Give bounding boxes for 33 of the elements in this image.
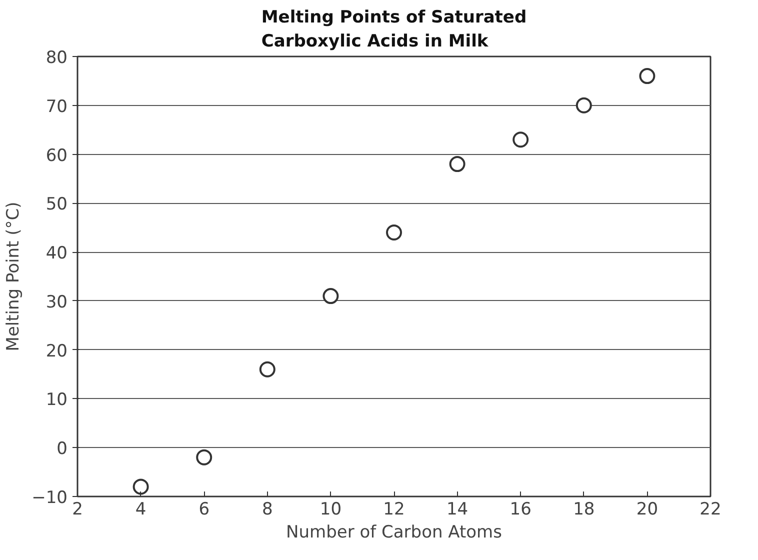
x-tick-label: 10 <box>320 500 342 520</box>
point <box>196 449 212 466</box>
x-tick-label: 18 <box>573 500 595 520</box>
x-tick-label: 6 <box>198 500 210 520</box>
y-tick-label: 40 <box>46 244 68 264</box>
point <box>259 361 276 378</box>
point <box>386 224 402 240</box>
y-tick-label: 10 <box>46 390 68 410</box>
y-tick-label: 80 <box>46 48 68 68</box>
x-tick-label: 16 <box>510 500 532 520</box>
point <box>449 156 466 172</box>
y-tick-label: −10 <box>32 488 68 508</box>
x-tick-label: 22 <box>700 500 722 520</box>
point <box>322 288 339 304</box>
point <box>132 478 149 495</box>
x-tick-label: 2 <box>72 500 83 520</box>
y-tick-label: 50 <box>46 194 68 215</box>
point <box>639 68 656 84</box>
x-tick-label: 20 <box>636 500 658 520</box>
y-tick-label: 20 <box>46 341 68 362</box>
chart-title: Melting Points of Saturated Carboxylic Acids in Milk <box>261 8 527 52</box>
y-tick-label: 70 <box>46 96 68 117</box>
point <box>512 132 529 148</box>
y-tick-label: 30 <box>46 292 68 312</box>
y-axis-title: Melting Point (°C) <box>4 202 24 352</box>
y-tick-label: 0 <box>56 439 68 460</box>
point <box>576 97 592 114</box>
x-tick-label: 14 <box>446 500 468 520</box>
y-tick-label: 60 <box>46 146 68 166</box>
x-axis-title: Number of Carbon Atoms <box>286 522 502 542</box>
x-tick-label: 12 <box>383 500 405 520</box>
x-tick-label: 4 <box>135 500 146 520</box>
x-tick-label: 8 <box>262 500 273 520</box>
